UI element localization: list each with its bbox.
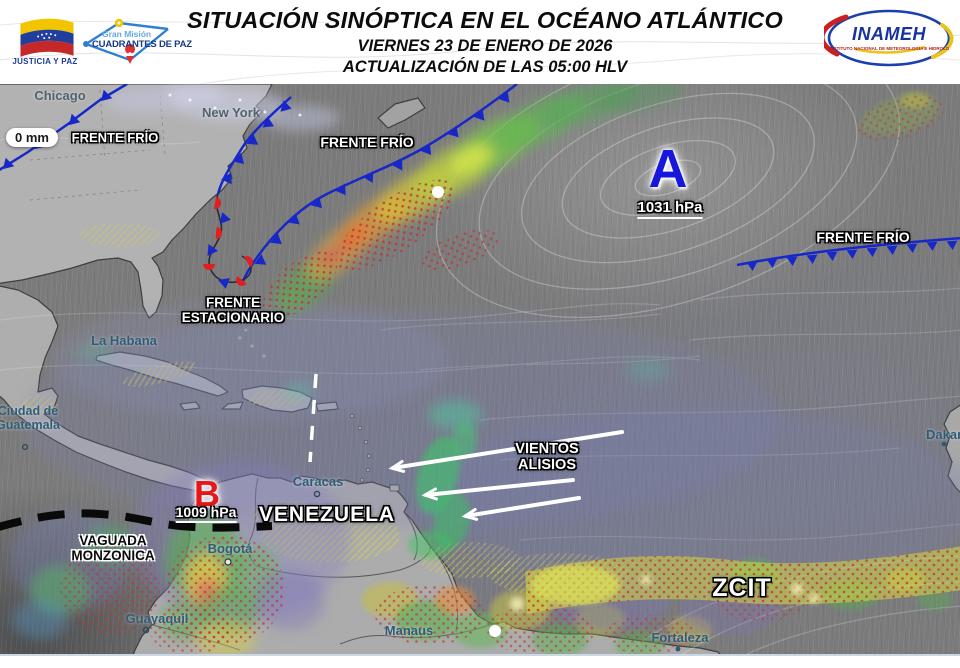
header-titles: SITUACIÓN SINÓPTICA EN EL OCÉANO ATLÁNTI… — [150, 7, 820, 77]
header-date: VIERNES 23 DE ENERO DE 2026 — [357, 37, 613, 55]
bottom-margin — [0, 654, 960, 668]
header: SITUACIÓN SINÓPTICA EN EL OCÉANO ATLÁNTI… — [0, 0, 960, 84]
inameh-name: INAMEH — [852, 24, 926, 44]
trade-wind-arrows — [388, 430, 624, 521]
mission-logo: Gran Misión CUADRANTES DE PAZ — [80, 12, 192, 70]
inameh-logo: INAMEH INSTITUTO NACIONAL DE METEOROLOGÍ… — [819, 5, 954, 75]
venezuela-flag — [18, 16, 76, 64]
cold-front-line-northwest — [0, 82, 128, 174]
itcz-band — [510, 546, 960, 614]
convection-dots — [60, 95, 944, 655]
land-nova-scotia — [377, 97, 426, 129]
inameh-subtitle: INSTITUTO NACIONAL DE METEOROLOGÍA E HID… — [829, 46, 949, 51]
header-title: SITUACIÓN SINÓPTICA EN EL OCÉANO ATLÁNTI… — [187, 7, 783, 33]
stationary-front-line — [203, 193, 256, 290]
land-north-america — [0, 83, 273, 319]
mission-logo-lines — [83, 18, 169, 64]
white-marker-dots — [432, 186, 501, 637]
mission-logo-line2: CUADRANTES DE PAZ — [92, 39, 192, 50]
state-borders — [29, 89, 166, 201]
mission-logo-line1: Gran Misión — [102, 29, 152, 39]
cold-fronts — [0, 82, 960, 282]
cold-front-line-central-atlantic — [241, 83, 518, 282]
cold-front-line-east-coast — [216, 96, 294, 195]
city-dots — [21, 441, 947, 652]
flag-caption: JUSTICIA Y PAZ — [12, 57, 78, 66]
precipitation-layer — [10, 78, 960, 659]
cold-front-line-east-atlantic — [736, 236, 960, 272]
itcz-bright-cells — [510, 575, 819, 611]
header-update: ACTUALIZACIÓN DE LAS 05:00 HLV — [342, 58, 628, 76]
monsoon-trough-dashed-line — [0, 509, 273, 532]
